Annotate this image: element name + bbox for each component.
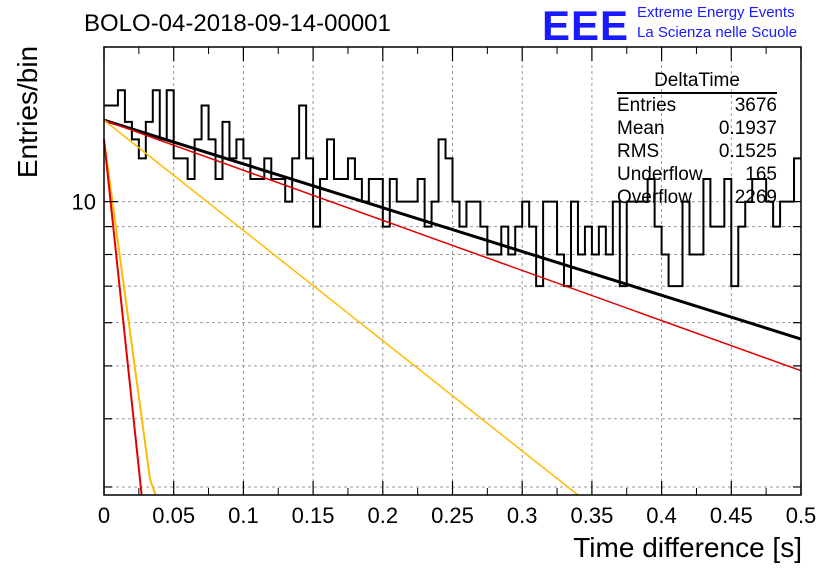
- stats-value: 3676: [734, 95, 777, 116]
- x-axis-ticks: 0 0.05 0.1 0.15 0.2 0.25 0.3 0.35 0.4 0.45 0.5: [98, 47, 816, 528]
- stats-row: RMS 0.1525: [617, 140, 777, 163]
- stats-label: Mean: [617, 118, 665, 139]
- fit-curve: [103, 139, 157, 496]
- stats-label: RMS: [617, 141, 660, 162]
- stats-value: 165: [745, 164, 777, 185]
- stats-label: Entries: [617, 95, 677, 116]
- x-tick-label: 0: [98, 503, 110, 528]
- stats-row: Mean 0.1937: [617, 117, 777, 140]
- y-axis-ticks: 10: [72, 190, 801, 488]
- stats-value: 0.1937: [718, 118, 777, 139]
- x-tick-label: 0.5: [786, 503, 817, 528]
- histogram-series: [104, 89, 801, 288]
- stats-row: Underflow 165: [617, 163, 777, 186]
- x-tick-label: 0.1: [228, 503, 259, 528]
- stats-value: 0.1525: [718, 141, 777, 162]
- x-tick-label: 0.3: [507, 503, 538, 528]
- stats-row: Overflow 2269: [617, 186, 777, 209]
- stats-label: Overflow: [617, 187, 692, 208]
- fit-curve: [103, 139, 143, 496]
- histogram: [104, 89, 801, 288]
- logo-line-2: La Scienza nelle Scuole: [637, 24, 798, 41]
- y-axis-label: Entries/bin: [12, 45, 43, 179]
- stats-row: Entries 3676: [617, 94, 777, 117]
- stats-title: DeltaTime: [617, 70, 777, 94]
- x-tick-label: 0.25: [431, 503, 474, 528]
- fit-curve: [103, 118, 802, 341]
- stats-value: 2269: [734, 187, 777, 208]
- eee-logo: EEE: [542, 2, 630, 49]
- y-tick-label: 10: [72, 190, 96, 215]
- x-tick-label: 0.15: [292, 503, 335, 528]
- fit-curves: [103, 118, 802, 496]
- fit-curve: [103, 119, 802, 372]
- x-tick-label: 0.45: [710, 503, 753, 528]
- x-tick-label: 0.05: [152, 503, 195, 528]
- x-tick-label: 0.4: [646, 503, 677, 528]
- fit-curve: [103, 119, 579, 496]
- chart-title: BOLO-04-2018-09-14-00001: [84, 10, 391, 37]
- x-tick-label: 0.2: [368, 503, 399, 528]
- stats-box: DeltaTime Entries 3676 Mean 0.1937 RMS 0.15…: [617, 70, 777, 209]
- logo-line-1: Extreme Energy Events: [637, 4, 795, 21]
- stats-label: Underflow: [617, 164, 703, 185]
- x-axis-label: Time difference [s]: [573, 532, 802, 563]
- x-tick-label: 0.35: [570, 503, 613, 528]
